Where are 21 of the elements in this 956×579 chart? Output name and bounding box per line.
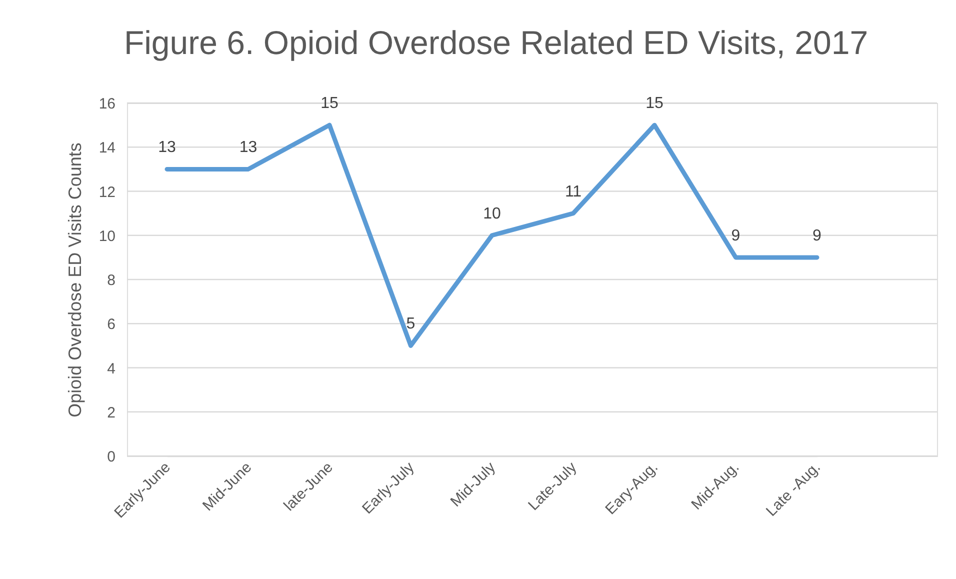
data-label: 10 bbox=[483, 205, 501, 222]
data-label: 15 bbox=[320, 95, 338, 112]
data-label: 11 bbox=[564, 183, 582, 200]
chart-title: Figure 6. Opioid Overdose Related ED Visits, 2017 bbox=[124, 24, 868, 62]
y-tick-label: 4 bbox=[107, 360, 116, 378]
y-tick-label: 14 bbox=[98, 140, 116, 157]
y-tick-label: 6 bbox=[107, 316, 116, 334]
y-tick-label: 16 bbox=[98, 96, 116, 112]
y-axis-title: Opioid Overdose ED Visits Counts bbox=[64, 142, 85, 418]
data-label: 13 bbox=[158, 139, 176, 156]
y-tick-label: 0 bbox=[107, 448, 116, 466]
y-tick-label: 12 bbox=[98, 184, 116, 201]
x-tick-label: Late -Aug. bbox=[762, 458, 824, 520]
data-label: 9 bbox=[731, 227, 740, 244]
data-label: 13 bbox=[239, 139, 258, 156]
data-label: 5 bbox=[406, 316, 416, 333]
y-tick-label: 2 bbox=[107, 404, 116, 422]
data-label: 15 bbox=[646, 95, 664, 112]
y-tick-label: 8 bbox=[107, 272, 116, 289]
y-tick-label: 10 bbox=[98, 228, 116, 245]
data-label: 9 bbox=[812, 227, 822, 244]
